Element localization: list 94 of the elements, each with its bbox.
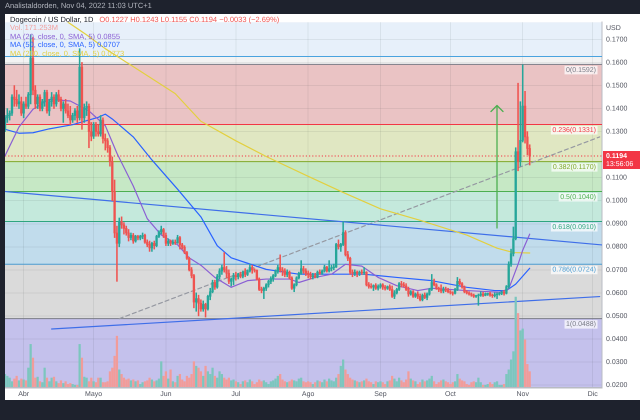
bar	[388, 380, 391, 388]
bar	[522, 328, 524, 388]
bar	[402, 382, 405, 388]
bar	[452, 382, 454, 388]
bar	[374, 381, 377, 388]
candlestick	[132, 233, 134, 244]
bar	[318, 381, 321, 388]
bar	[223, 378, 226, 388]
bar	[146, 380, 148, 388]
bar	[48, 381, 50, 388]
candlestick	[153, 240, 156, 250]
bar	[270, 381, 272, 388]
bar	[237, 382, 240, 388]
bar	[368, 381, 370, 388]
candlestick	[452, 291, 454, 296]
bar	[248, 379, 251, 388]
bar	[472, 381, 475, 388]
bar	[244, 380, 246, 388]
bar	[44, 368, 46, 388]
bar	[230, 380, 232, 388]
bar	[276, 376, 279, 388]
bar	[424, 381, 426, 388]
bar	[69, 383, 72, 388]
bar	[195, 366, 198, 388]
bar	[349, 378, 352, 388]
bar	[342, 359, 344, 388]
bar	[360, 381, 363, 388]
bar	[363, 380, 366, 388]
bar	[220, 374, 224, 388]
bar	[444, 381, 447, 388]
bar	[132, 379, 134, 388]
candlestick	[330, 264, 333, 272]
bar	[50, 378, 53, 388]
bar	[286, 382, 288, 388]
bar	[97, 378, 100, 388]
bar	[494, 382, 496, 388]
bar	[58, 383, 60, 388]
bar	[62, 383, 64, 388]
candlestick	[424, 292, 426, 299]
bar	[118, 369, 120, 388]
bar	[242, 381, 244, 388]
bar	[251, 381, 254, 388]
candlestick	[444, 286, 447, 292]
bar	[64, 381, 67, 388]
bar	[36, 376, 39, 388]
candlestick	[167, 238, 170, 246]
bar	[284, 381, 286, 388]
bar	[335, 378, 338, 388]
bar	[321, 382, 324, 388]
bar	[78, 344, 81, 388]
bar	[90, 378, 92, 388]
bar	[83, 376, 86, 388]
bar	[300, 378, 302, 388]
bar	[370, 382, 372, 388]
bar	[262, 380, 265, 388]
bar	[20, 378, 22, 388]
bar	[256, 382, 258, 388]
bar	[430, 376, 433, 388]
bar	[410, 378, 412, 388]
bar	[22, 379, 25, 388]
bar	[153, 381, 156, 388]
bar	[458, 378, 461, 388]
bar	[328, 378, 330, 388]
bar	[55, 381, 58, 388]
bar	[16, 376, 18, 388]
bar	[314, 382, 316, 388]
bar	[438, 382, 440, 388]
bar	[85, 378, 88, 388]
bar	[30, 344, 32, 388]
bar	[202, 376, 204, 388]
bar	[279, 374, 282, 388]
bar	[8, 378, 11, 388]
bar	[298, 378, 300, 388]
candlestick	[458, 278, 461, 286]
bar	[293, 380, 296, 388]
candlestick	[174, 240, 176, 245]
bar	[290, 379, 293, 388]
bar	[514, 296, 517, 388]
bar	[382, 382, 384, 388]
bar	[272, 380, 274, 388]
bar	[326, 381, 328, 388]
candlestick	[160, 226, 162, 234]
bar	[356, 381, 358, 388]
bar	[174, 382, 176, 388]
bar	[265, 382, 268, 388]
bar	[228, 378, 230, 388]
bar	[519, 330, 522, 388]
bar	[354, 380, 356, 388]
bar	[167, 378, 170, 388]
bar	[160, 361, 162, 388]
bar	[376, 382, 380, 388]
bar	[234, 381, 237, 388]
candlestick	[139, 234, 142, 240]
bar	[13, 378, 16, 388]
